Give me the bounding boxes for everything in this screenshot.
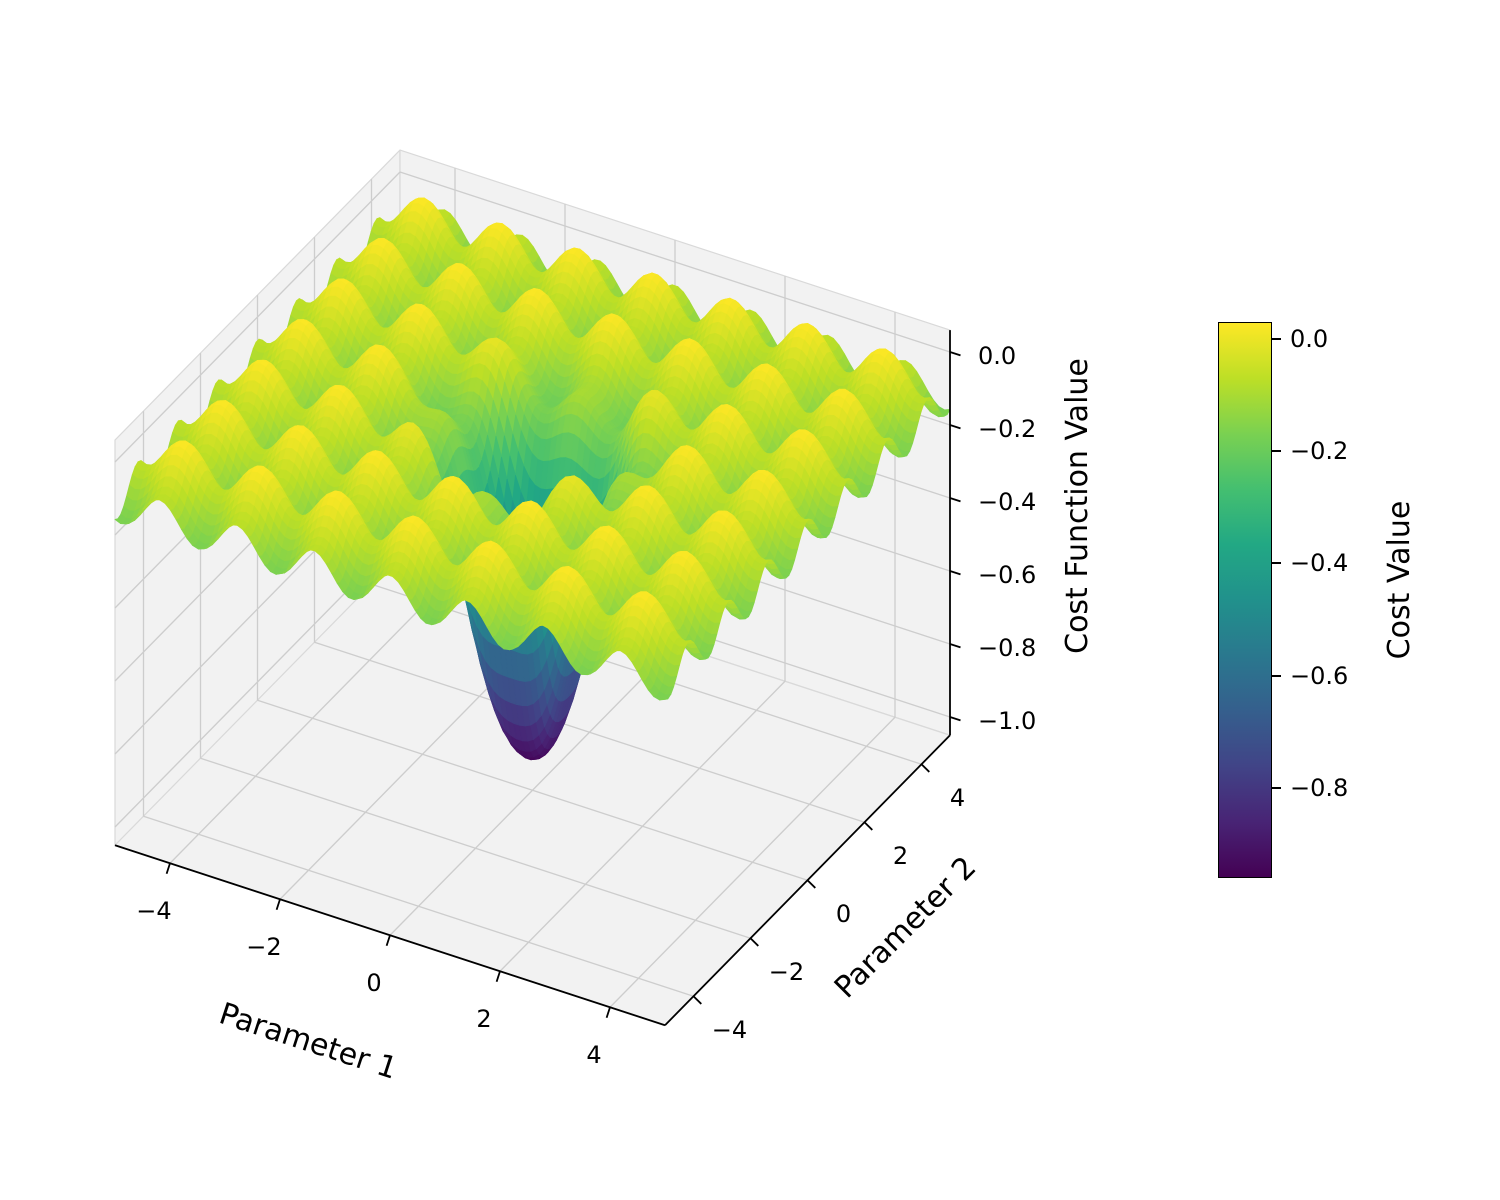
z-tick-label: −0.8	[978, 634, 1037, 662]
colorbar-gradient	[1218, 322, 1272, 878]
x-tick-label: 4	[586, 1041, 602, 1070]
x-tick-label: −4	[136, 897, 172, 926]
colorbar	[1218, 322, 1272, 878]
z-tick-label: −0.6	[978, 561, 1037, 589]
colorbar-tick	[1272, 450, 1281, 453]
z-tick-label: −0.4	[978, 488, 1037, 516]
y-tick-label: 0	[835, 900, 852, 929]
y-tick-label: 4	[949, 784, 966, 813]
z-tick-label: −1.0	[978, 707, 1037, 735]
y-tick-label: −2	[768, 958, 805, 987]
colorbar-tick-label: −0.8	[1290, 774, 1349, 803]
z-axis-label: Cost Function Value	[1060, 358, 1095, 654]
colorbar-tick	[1272, 337, 1281, 340]
colorbar-tick-label: 0.0	[1290, 324, 1329, 353]
colorbar-tick-label: −0.2	[1290, 437, 1349, 466]
y-tick-label: −4	[711, 1016, 748, 1045]
x-tick-label: −2	[246, 933, 282, 962]
x-tick-label: 0	[366, 969, 382, 998]
z-tick-label: 0.0	[978, 342, 1017, 370]
z-tick-label: −0.2	[978, 415, 1037, 443]
colorbar-tick-label: −0.6	[1290, 661, 1349, 690]
colorbar-tick-label: −0.4	[1290, 549, 1349, 578]
colorbar-label: Cost Value	[1382, 500, 1417, 660]
x-tick-label: 2	[476, 1005, 492, 1034]
colorbar-tick	[1272, 787, 1281, 790]
y-tick-label: 2	[892, 842, 909, 871]
colorbar-tick	[1272, 674, 1281, 677]
colorbar-tick	[1272, 562, 1281, 565]
